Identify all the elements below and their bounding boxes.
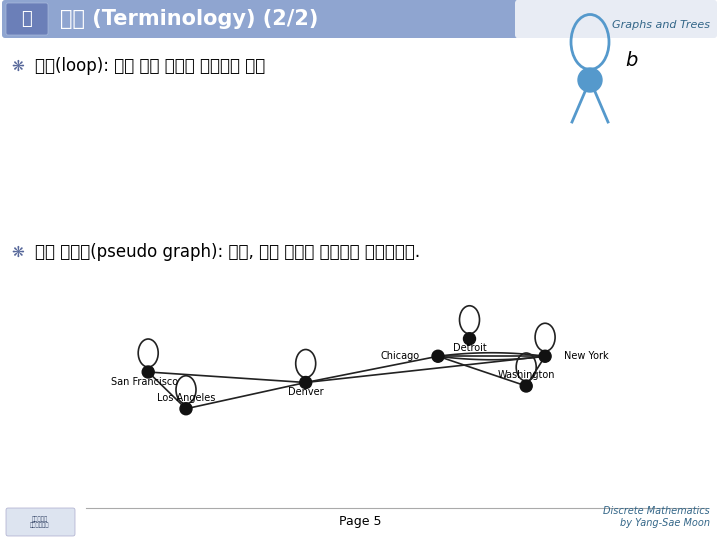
Circle shape	[432, 350, 444, 362]
Circle shape	[300, 376, 312, 388]
Text: Page 5: Page 5	[338, 516, 382, 529]
Circle shape	[142, 366, 154, 378]
Text: New York: New York	[564, 351, 608, 361]
Circle shape	[539, 350, 551, 362]
FancyBboxPatch shape	[2, 0, 518, 38]
Text: Washington: Washington	[498, 370, 555, 381]
Circle shape	[464, 333, 475, 345]
Text: Discrete Mathematics
by Yang-Sae Moon: Discrete Mathematics by Yang-Sae Moon	[603, 507, 710, 528]
Text: 루프(loop): 노드 자기 자신을 연결하는 에지: 루프(loop): 노드 자기 자신을 연결하는 에지	[35, 57, 265, 75]
Circle shape	[578, 68, 602, 92]
FancyBboxPatch shape	[6, 508, 75, 536]
Text: Denver: Denver	[288, 387, 323, 397]
Text: Graphs and Trees: Graphs and Trees	[612, 20, 710, 30]
Circle shape	[521, 380, 532, 392]
FancyBboxPatch shape	[6, 3, 48, 35]
Text: Chicago: Chicago	[381, 351, 420, 361]
Text: $b$: $b$	[625, 51, 639, 70]
Text: 👤: 👤	[22, 10, 32, 28]
Circle shape	[180, 403, 192, 415]
Text: ❋: ❋	[12, 245, 24, 260]
Text: Los Angeles: Los Angeles	[157, 393, 215, 403]
Text: ❋: ❋	[12, 58, 24, 73]
Text: 용어 (Terminology) (2/2): 용어 (Terminology) (2/2)	[60, 9, 318, 29]
Text: Detroit: Detroit	[453, 343, 487, 353]
FancyBboxPatch shape	[515, 0, 717, 38]
Text: San Francisco: San Francisco	[112, 376, 179, 387]
Text: 의사 그래프(pseudo graph): 루프, 다중 에지를 포함하는 그래프이다.: 의사 그래프(pseudo graph): 루프, 다중 에지를 포함하는 그래…	[35, 243, 420, 261]
Text: 충북대학교
컴퓨터공학과: 충북대학교 컴퓨터공학과	[30, 516, 50, 528]
